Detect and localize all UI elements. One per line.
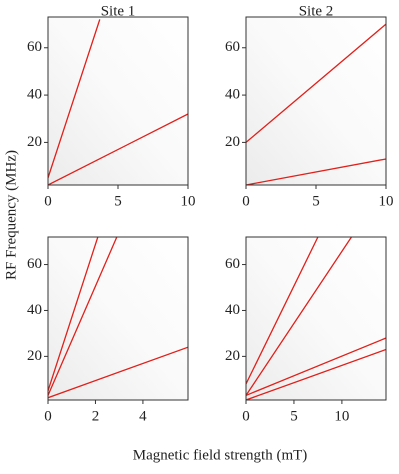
y-tick-label: 40 xyxy=(225,87,240,103)
plot-area xyxy=(48,19,188,185)
x-tick-label: 5 xyxy=(114,193,122,209)
panel: 0 2 4 20 40 60 xyxy=(27,236,189,424)
y-axis-label: RF Frequency (MHz) xyxy=(3,150,19,280)
plot-border xyxy=(47,236,189,401)
y-tick-label: 40 xyxy=(27,302,42,318)
y-tick-label: 60 xyxy=(27,256,42,272)
y-tick-label: 20 xyxy=(225,348,240,364)
x-tick-label: 0 xyxy=(44,408,52,424)
line xyxy=(246,158,386,185)
plot-shade xyxy=(48,237,188,400)
plot-area xyxy=(246,237,386,400)
column-title: Site 2 xyxy=(299,3,334,19)
x-tick-label: 5 xyxy=(290,408,298,424)
y-tick-label: 60 xyxy=(225,256,240,272)
x-tick-label: 0 xyxy=(242,193,250,209)
plot-shade xyxy=(246,237,386,400)
line xyxy=(246,337,386,397)
y-tick-label: 20 xyxy=(27,348,42,364)
line xyxy=(246,237,353,396)
y-tick-label: 40 xyxy=(27,87,42,103)
line xyxy=(48,19,101,179)
panel: 0 5 10 20 40 60 xyxy=(27,16,196,209)
y-tick-label: 20 xyxy=(27,134,42,150)
line xyxy=(48,237,99,392)
y-tick-label: 60 xyxy=(27,39,42,55)
y-tick-label: 60 xyxy=(225,39,240,55)
line xyxy=(246,23,386,143)
line xyxy=(246,237,319,385)
column-title: Site 1 xyxy=(101,3,136,19)
x-tick-label: 5 xyxy=(312,193,320,209)
plot-area xyxy=(48,237,188,399)
y-tick-label: 20 xyxy=(225,134,240,150)
x-tick-label: 10 xyxy=(181,193,196,209)
plot-shade xyxy=(48,17,188,185)
plot-shade xyxy=(246,17,386,185)
plot-area xyxy=(246,23,386,185)
line xyxy=(48,346,188,399)
plot-border xyxy=(245,236,387,401)
x-tick-label: 0 xyxy=(242,408,250,424)
x-tick-label: 10 xyxy=(334,408,349,424)
x-axis-label: Magnetic field strength (mT) xyxy=(133,447,308,463)
x-tick-label: 0 xyxy=(44,193,52,209)
x-tick-label: 10 xyxy=(379,193,394,209)
y-tick-label: 40 xyxy=(225,302,240,318)
x-tick-label: 2 xyxy=(92,408,100,424)
line xyxy=(48,113,188,185)
panel: 0 5 10 20 40 60 xyxy=(225,16,394,209)
panel: 0 5 10 20 40 60 xyxy=(225,236,387,424)
line xyxy=(246,348,386,400)
x-tick-label: 4 xyxy=(139,408,147,424)
line xyxy=(48,237,118,396)
